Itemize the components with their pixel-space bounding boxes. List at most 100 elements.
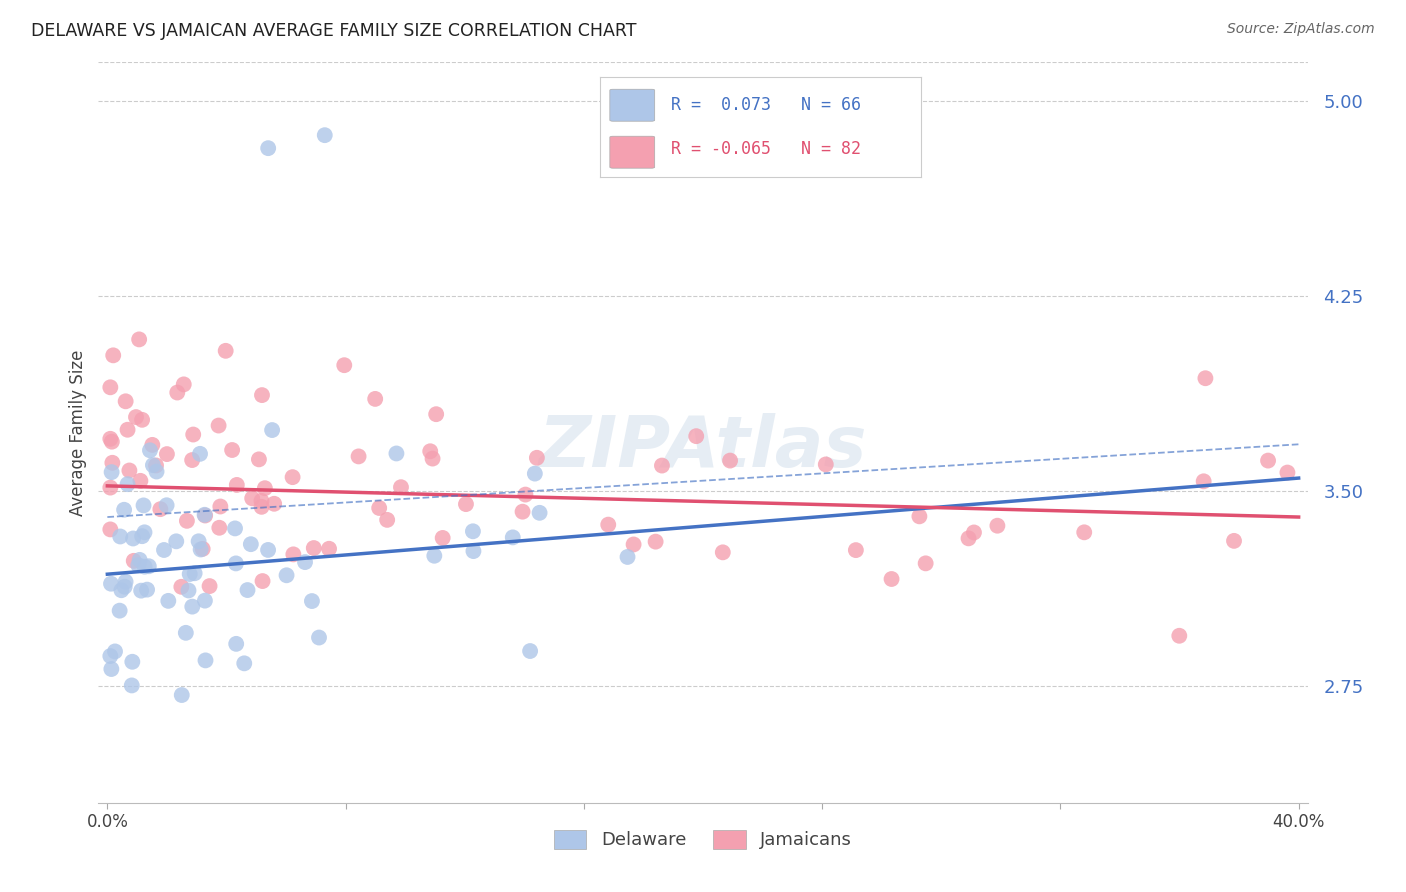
Point	[174, 625, 197, 640]
Point	[519, 644, 541, 658]
Point	[190, 542, 212, 557]
Point	[225, 557, 247, 571]
Point	[281, 470, 304, 484]
Point	[103, 348, 125, 362]
Point	[207, 418, 229, 433]
Point	[257, 141, 280, 155]
Point	[225, 637, 247, 651]
Point	[112, 502, 135, 516]
Point	[385, 446, 408, 460]
Point	[461, 524, 484, 539]
Point	[239, 537, 262, 551]
Point	[644, 534, 666, 549]
Point	[957, 532, 980, 546]
Point	[142, 458, 165, 472]
Point	[463, 544, 485, 558]
Point	[129, 583, 152, 598]
Point	[368, 500, 391, 515]
Point	[108, 604, 131, 618]
Point	[1223, 533, 1246, 548]
Point	[121, 678, 143, 692]
Point	[880, 572, 903, 586]
Point	[136, 582, 159, 597]
Point	[98, 523, 121, 537]
Point	[181, 453, 204, 467]
Point	[114, 394, 136, 409]
Point	[276, 568, 298, 582]
Point	[134, 559, 156, 574]
Point	[122, 554, 145, 568]
Point	[347, 450, 370, 464]
Point	[986, 518, 1008, 533]
Point	[1194, 371, 1216, 385]
Point	[145, 458, 167, 473]
Point	[156, 447, 179, 461]
Point	[375, 513, 398, 527]
Point	[236, 583, 259, 598]
Point	[294, 555, 316, 569]
Point	[165, 534, 187, 549]
Point	[139, 443, 162, 458]
Point	[454, 497, 477, 511]
Point	[183, 566, 205, 581]
Point	[419, 444, 441, 458]
Point	[224, 521, 246, 535]
Point	[209, 500, 232, 514]
Text: ZIPAtlas: ZIPAtlas	[538, 413, 868, 482]
Point	[191, 541, 214, 556]
Point	[117, 423, 139, 437]
Point	[114, 574, 136, 589]
Point	[422, 451, 444, 466]
Point	[181, 599, 204, 614]
Point	[252, 574, 274, 588]
Point	[128, 553, 150, 567]
Legend: Delaware, Jamaicans: Delaware, Jamaicans	[547, 823, 859, 856]
Point	[153, 543, 176, 558]
Point	[1073, 525, 1095, 540]
Point	[125, 410, 148, 425]
Point	[512, 505, 534, 519]
Point	[132, 499, 155, 513]
Point	[129, 474, 152, 488]
Point	[166, 385, 188, 400]
Point	[110, 529, 132, 543]
Point	[127, 558, 149, 573]
Point	[208, 521, 231, 535]
Point	[423, 549, 446, 563]
Point	[177, 583, 200, 598]
Point	[187, 534, 209, 549]
Point	[1192, 475, 1215, 489]
Point	[253, 481, 276, 495]
Point	[179, 567, 201, 582]
Point	[131, 413, 153, 427]
Point	[98, 380, 121, 394]
Point	[194, 508, 217, 523]
Point	[250, 493, 273, 508]
Point	[914, 557, 936, 571]
Point	[181, 427, 204, 442]
Point	[1168, 629, 1191, 643]
Point	[170, 580, 193, 594]
Point	[1257, 453, 1279, 467]
Point	[845, 543, 868, 558]
Point	[333, 358, 356, 372]
Point	[194, 593, 217, 607]
Point	[101, 434, 124, 449]
Point	[257, 543, 280, 558]
Point	[529, 506, 551, 520]
Point	[101, 456, 124, 470]
Point	[100, 662, 122, 676]
Point	[262, 423, 284, 437]
Point	[156, 498, 179, 512]
Point	[432, 531, 454, 545]
Point	[193, 508, 215, 522]
Point	[301, 594, 323, 608]
Point	[141, 438, 163, 452]
Point	[121, 655, 143, 669]
Text: DELAWARE VS JAMAICAN AVERAGE FAMILY SIZE CORRELATION CHART: DELAWARE VS JAMAICAN AVERAGE FAMILY SIZE…	[31, 22, 637, 40]
Point	[194, 653, 217, 667]
Point	[718, 453, 741, 467]
Point	[515, 487, 537, 501]
Point	[526, 450, 548, 465]
Point	[651, 458, 673, 473]
